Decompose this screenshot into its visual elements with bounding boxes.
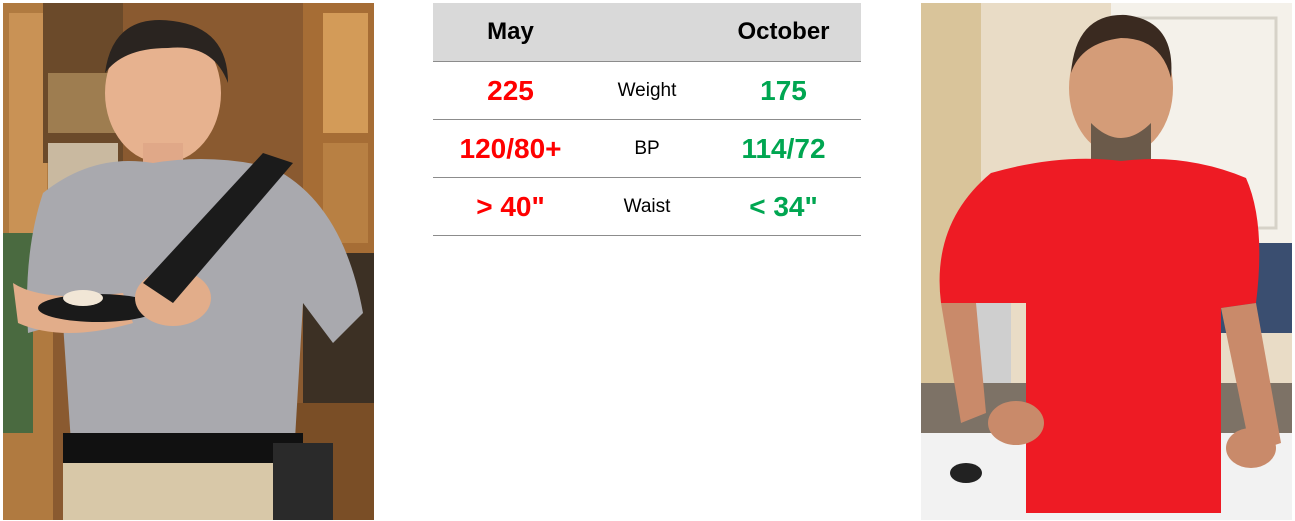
header-row: May October <box>433 3 861 62</box>
after-value: 114/72 <box>706 119 861 178</box>
metric-label: Weight <box>588 61 706 120</box>
table-row: 120/80+ BP 114/72 <box>433 119 861 178</box>
table-row: > 40" Waist < 34" <box>433 177 861 236</box>
metric-label: Waist <box>588 177 706 236</box>
after-photo <box>921 3 1292 520</box>
after-value: 175 <box>706 61 861 120</box>
header-after: October <box>706 3 861 62</box>
metric-label: BP <box>588 119 706 178</box>
header-before: May <box>433 3 588 62</box>
before-value: 225 <box>433 61 588 120</box>
table-row: 225 Weight 175 <box>433 61 861 120</box>
after-value: < 34" <box>706 177 861 236</box>
before-value: > 40" <box>433 177 588 236</box>
before-value: 120/80+ <box>433 119 588 178</box>
before-photo <box>3 3 374 520</box>
header-metric <box>588 3 706 62</box>
comparison-table: May October 225 Weight 175 120/80+ BP 11… <box>433 3 861 236</box>
